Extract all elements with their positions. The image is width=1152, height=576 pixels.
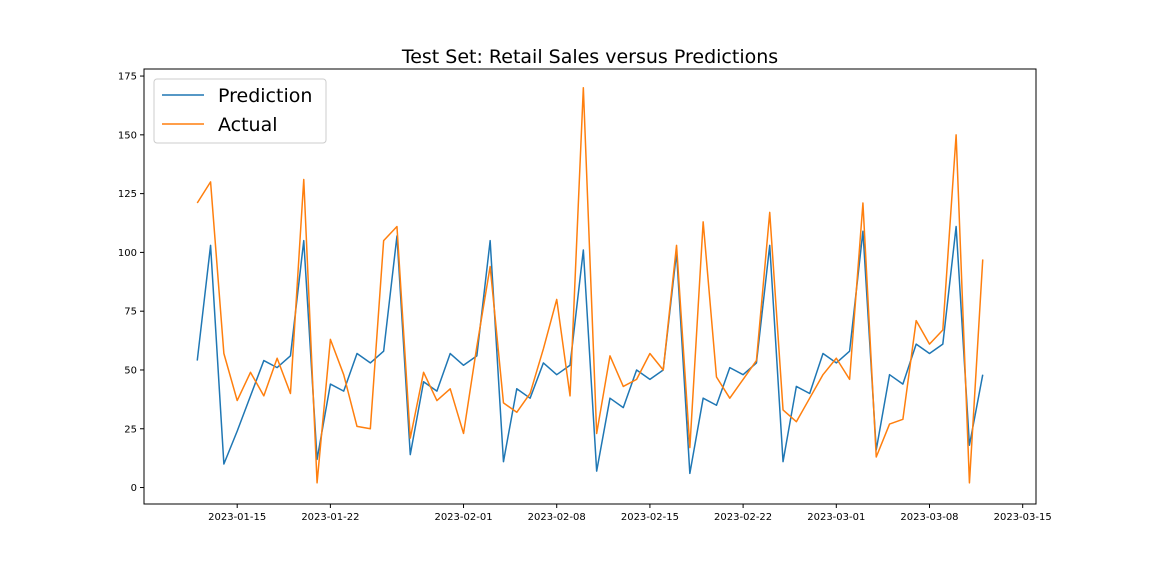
series-lines [196, 87, 984, 484]
plot-frame [143, 68, 1037, 505]
series-line-actual [196, 87, 984, 484]
x-tick-label: 2023-02-01 [434, 512, 492, 523]
y-tick-label: 175 [118, 72, 137, 83]
x-tick-label: 2023-01-22 [301, 512, 359, 523]
x-tick-label: 2023-02-08 [528, 512, 586, 523]
y-tick-label: 150 [118, 130, 137, 141]
y-tick-label: 25 [124, 424, 137, 435]
legend-label-actual: Actual [218, 114, 278, 136]
x-tick-label: 2023-02-22 [714, 512, 772, 523]
y-tick-label: 100 [118, 248, 137, 259]
y-tick-label: 50 [124, 365, 137, 376]
y-tick-label: 0 [131, 483, 137, 494]
x-tick-label: 2023-03-08 [900, 512, 958, 523]
chart-title: Test Set: Retail Sales versus Prediction… [401, 46, 778, 68]
legend-label-prediction: Prediction [218, 85, 312, 107]
x-tick-label: 2023-03-01 [807, 512, 865, 523]
x-tick-label: 2023-01-15 [208, 512, 266, 523]
legend: Prediction Actual [153, 78, 327, 144]
y-tick-label: 125 [118, 189, 137, 200]
x-tick-label: 2023-02-15 [621, 512, 679, 523]
axes: 0 25 50 75 100 125 150 175 2023-01-15 2023-01-22 2… [118, 68, 1052, 523]
y-tick-label: 75 [124, 307, 137, 318]
x-tick-label: 2023-03-15 [994, 512, 1052, 523]
series-line-prediction [196, 225, 984, 475]
